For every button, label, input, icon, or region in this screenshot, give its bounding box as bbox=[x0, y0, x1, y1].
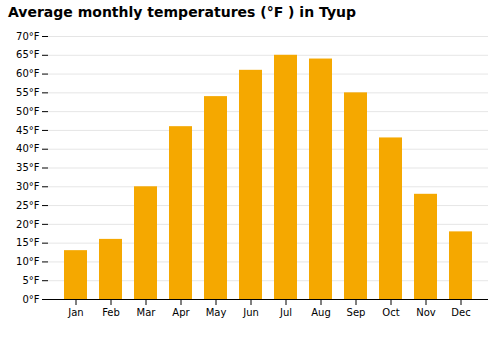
svg-text:0°F: 0°F bbox=[22, 294, 39, 305]
svg-text:55°F: 55°F bbox=[16, 87, 40, 98]
svg-text:10°F: 10°F bbox=[16, 256, 40, 267]
svg-text:50°F: 50°F bbox=[16, 106, 40, 117]
svg-text:40°F: 40°F bbox=[16, 143, 40, 154]
svg-text:65°F: 65°F bbox=[16, 49, 40, 60]
svg-text:Oct: Oct bbox=[382, 307, 399, 318]
svg-text:Sep: Sep bbox=[347, 307, 366, 318]
svg-text:Apr: Apr bbox=[172, 307, 190, 318]
svg-text:Jun: Jun bbox=[242, 307, 259, 318]
svg-text:20°F: 20°F bbox=[16, 219, 40, 230]
svg-text:May: May bbox=[206, 307, 227, 318]
svg-text:Jul: Jul bbox=[279, 307, 292, 318]
svg-text:45°F: 45°F bbox=[16, 125, 40, 136]
svg-text:70°F: 70°F bbox=[16, 31, 40, 42]
svg-text:Jan: Jan bbox=[67, 307, 83, 318]
html-text:Average monthly temperatures (: Average monthly temperatures (°F ) in Ty… bbox=[8, 4, 356, 20]
svg-text:Mar: Mar bbox=[137, 307, 157, 318]
svg-text:35°F: 35°F bbox=[16, 162, 40, 173]
svg-text:60°F: 60°F bbox=[16, 68, 40, 79]
svg-text:25°F: 25°F bbox=[16, 200, 40, 211]
svg-text:Feb: Feb bbox=[102, 307, 120, 318]
svg-text:15°F: 15°F bbox=[16, 237, 40, 248]
svg-text:Aug: Aug bbox=[311, 307, 331, 318]
svg-text:Dec: Dec bbox=[451, 307, 470, 318]
svg-text:Nov: Nov bbox=[416, 307, 436, 318]
svg-text:5°F: 5°F bbox=[22, 275, 39, 286]
svg-text:30°F: 30°F bbox=[16, 181, 40, 192]
